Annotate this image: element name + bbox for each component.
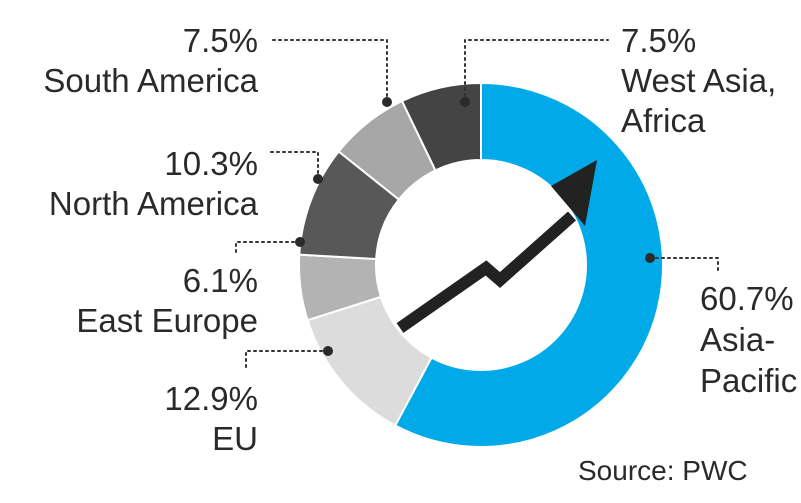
leader-dot-east-europe (295, 237, 305, 247)
name-label-south-america: South America (43, 62, 258, 99)
name-label-west-asia-africa: West Asia, (621, 62, 776, 99)
leader-lines (235, 39, 719, 369)
value-label-east-europe: 6.1% (183, 262, 258, 299)
leader-line-south-america (269, 39, 388, 103)
leader-dot-asia-pacific (645, 253, 655, 263)
leader-line-west-asia-africa (464, 39, 609, 103)
label-east-europe: 6.1% East Europe (76, 262, 258, 339)
label-eu: 12.9% EU (164, 380, 258, 457)
leader-dot-south-america (382, 97, 392, 107)
value-label-west-asia-africa: 7.5% (621, 22, 696, 59)
rising-arrow-icon (396, 160, 597, 333)
name-label-asia-pacific: Asia- (700, 321, 775, 358)
value-label-asia-pacific: 60.7% (700, 280, 794, 317)
leader-line-north-america (269, 151, 319, 180)
name-label-asia-pacific: Pacific (700, 362, 797, 399)
name-label-north-america: North America (49, 185, 259, 222)
source-note: Source: PWC (578, 455, 748, 486)
name-label-eu: EU (212, 420, 258, 457)
name-label-west-asia-africa: Africa (621, 102, 706, 139)
leader-line-eu (245, 350, 329, 369)
leader-dot-eu (323, 346, 333, 356)
leader-dot-west-asia-africa (460, 97, 470, 107)
label-west-asia-africa: 7.5% West Asia, Africa (621, 22, 776, 139)
value-label-south-america: 7.5% (183, 22, 258, 59)
slice-labels: 60.7% Asia- Pacific 12.9% EU 6.1% East Europe 1… (43, 22, 797, 457)
label-south-america: 7.5% South America (43, 22, 258, 99)
leader-line-asia-pacific (649, 257, 719, 271)
name-label-east-europe: East Europe (76, 302, 258, 339)
value-label-eu: 12.9% (164, 380, 258, 417)
value-label-north-america: 10.3% (164, 145, 258, 182)
slice-asia-pacific (393, 81, 664, 448)
leader-dot-north-america (313, 174, 323, 184)
leader-line-east-europe (235, 241, 301, 253)
label-asia-pacific: 60.7% Asia- Pacific (700, 280, 797, 399)
label-north-america: 10.3% North America (49, 145, 259, 222)
